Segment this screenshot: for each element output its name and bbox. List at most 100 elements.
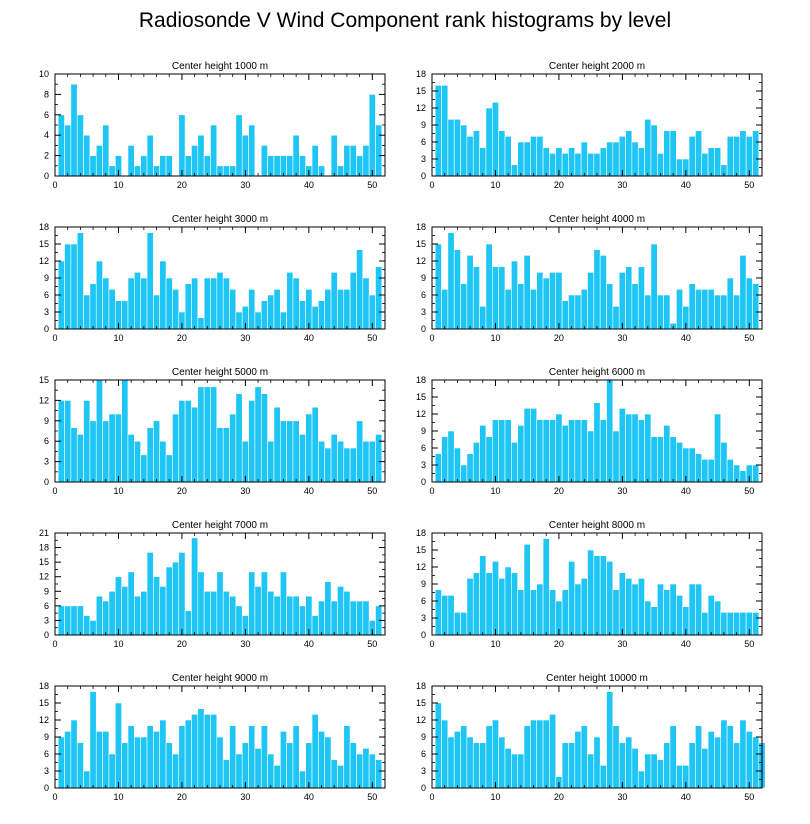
bar — [222, 165, 230, 177]
y-tick-label: 3 — [421, 460, 426, 470]
bar — [64, 400, 72, 483]
y-tick-label: 2 — [44, 151, 49, 161]
bar — [733, 742, 741, 789]
bar — [625, 578, 633, 636]
bar — [637, 578, 645, 636]
bar — [241, 440, 249, 483]
bar — [267, 155, 275, 177]
bar — [260, 300, 268, 330]
x-tick-label: 10 — [113, 639, 123, 649]
bar — [726, 459, 734, 483]
bar — [203, 386, 211, 483]
figure-title: Radiosonde V Wind Component rank histogr… — [138, 9, 672, 32]
bar — [324, 289, 332, 330]
bar — [650, 753, 658, 789]
bar — [191, 406, 199, 483]
bar — [260, 393, 268, 483]
x-tick-label: 20 — [554, 333, 564, 343]
bar — [292, 725, 300, 789]
y-tick-label: 18 — [416, 69, 426, 79]
panel-7: Center height 7000 m 0 10 20 30 40 50 0 3 6 9 12 15 1… — [39, 520, 386, 649]
x-tick-label: 50 — [744, 639, 754, 649]
bar — [511, 442, 518, 483]
panel-10: Center height 10000 m 0 10 20 30 40 50 0 3 6 9 12 15… — [416, 673, 766, 802]
bar — [305, 413, 313, 483]
bar — [720, 612, 728, 636]
bar — [343, 289, 351, 330]
x-tick-label: 30 — [617, 486, 627, 496]
bar — [89, 283, 97, 330]
x-tick-label: 0 — [52, 180, 57, 190]
x-tick-label: 40 — [681, 486, 691, 496]
bar — [318, 731, 326, 789]
bar — [587, 272, 595, 330]
bar — [349, 600, 357, 636]
x-tick-label: 0 — [429, 486, 434, 496]
bar — [127, 571, 135, 636]
bar — [108, 289, 116, 330]
bar — [472, 572, 480, 636]
bar — [453, 119, 461, 177]
bar — [197, 708, 205, 789]
bar — [203, 277, 211, 330]
bar — [676, 765, 683, 789]
bar — [549, 589, 557, 636]
bar — [676, 442, 683, 483]
y-tick-label: 3 — [44, 615, 49, 625]
bar — [311, 406, 319, 483]
y-tick-label: 6 — [44, 110, 49, 120]
bar — [606, 691, 614, 789]
bar — [549, 153, 557, 177]
y-tick-label: 3 — [421, 613, 426, 623]
bar — [612, 141, 620, 177]
bar — [324, 736, 332, 789]
x-tick-label: 50 — [744, 792, 754, 802]
x-tick-label: 30 — [240, 333, 250, 343]
bar — [549, 714, 557, 789]
bar — [606, 561, 614, 636]
bar — [701, 748, 709, 789]
bar — [752, 130, 760, 177]
bar — [267, 753, 275, 789]
bar — [631, 413, 639, 483]
x-tick-label: 40 — [681, 639, 691, 649]
bar — [714, 294, 722, 330]
bar — [76, 605, 84, 636]
y-tick-label: 3 — [44, 457, 49, 467]
bar — [279, 155, 287, 177]
bar — [184, 155, 192, 177]
bar — [714, 147, 722, 177]
panel-8-title: Center height 8000 m — [549, 520, 645, 531]
bar — [254, 748, 262, 789]
bar — [669, 436, 677, 483]
bar — [491, 561, 499, 636]
bar — [318, 300, 326, 330]
bar — [523, 141, 531, 177]
bar — [542, 419, 550, 483]
bar — [745, 277, 753, 330]
bar — [102, 600, 110, 636]
bar — [574, 583, 582, 636]
bar — [146, 232, 154, 330]
bar — [121, 586, 129, 636]
bar — [530, 289, 538, 330]
bar — [460, 464, 468, 483]
bar — [511, 572, 518, 636]
bar — [216, 571, 224, 636]
y-tick-label: 0 — [44, 324, 49, 334]
bar — [707, 731, 715, 789]
bar — [631, 283, 639, 330]
bar — [707, 459, 715, 483]
panel-3-title: Center height 3000 m — [172, 214, 268, 225]
bar — [739, 470, 747, 483]
bar — [599, 147, 607, 177]
y-tick-label: 9 — [421, 732, 426, 742]
bar — [279, 731, 287, 789]
bar — [134, 736, 141, 789]
bar — [511, 753, 518, 789]
bar — [733, 294, 741, 330]
bar — [491, 719, 499, 789]
x-tick-label: 0 — [429, 792, 434, 802]
bar — [146, 427, 154, 483]
bar — [549, 272, 557, 330]
